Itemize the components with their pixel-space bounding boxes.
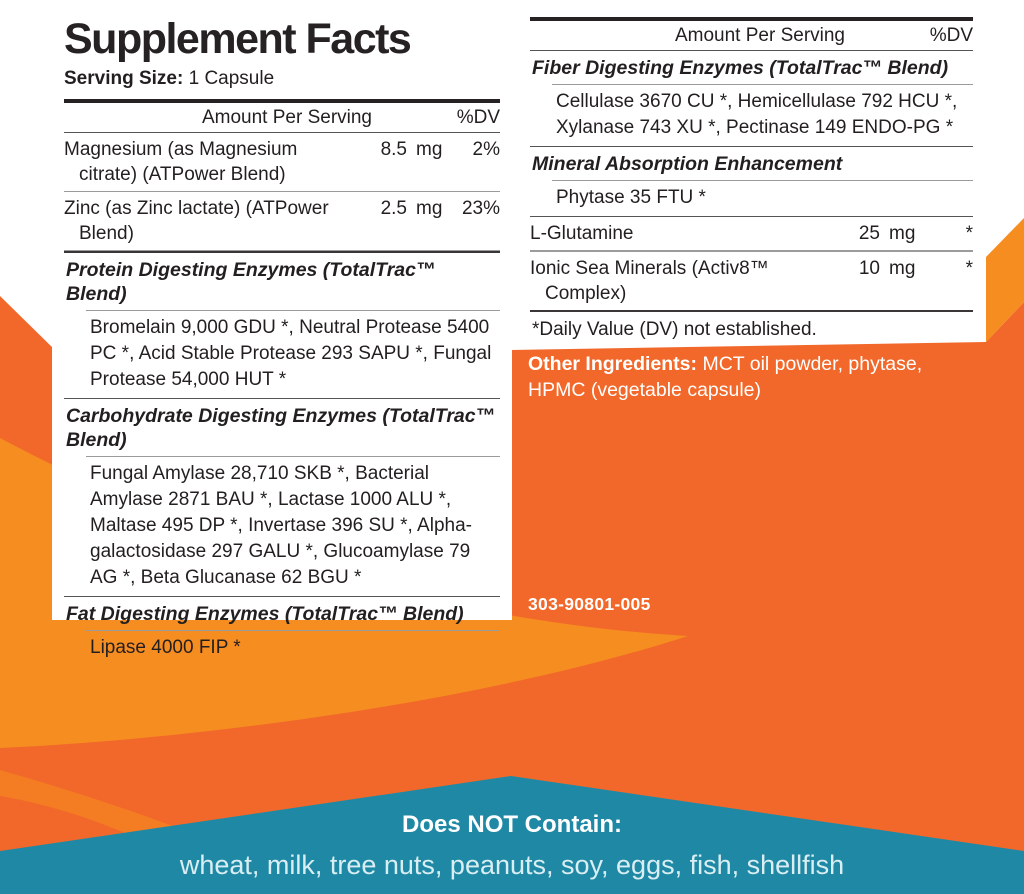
panel-title: Supplement Facts — [64, 15, 412, 63]
amount-per-serving-header: Amount Per Serving — [201, 107, 372, 129]
nutrient-dv: * — [965, 258, 973, 279]
amount-unit: mg — [889, 258, 916, 279]
other-ingredients-label: Other Ingredients: — [528, 353, 698, 375]
section-mineral-absorption: Mineral Absorption Enhancement Phytase 3… — [530, 146, 973, 216]
nutrient-name: Ionic Sea Minerals (Activ8™ Complex) — [530, 258, 769, 304]
amount-unit: mg — [889, 223, 916, 244]
section-content: Fungal Amylase 28,710 SKB *, Bacterial A… — [86, 456, 500, 596]
serving-size-label: Serving Size: — [64, 68, 184, 90]
section-fiber-enzymes: Fiber Digesting Enzymes (TotalTrac™ Blen… — [530, 51, 973, 146]
amount-value: 10 — [858, 258, 880, 279]
amount-per-serving-header: Amount Per Serving — [674, 25, 845, 46]
other-ingredients: Other Ingredients: MCT oil powder, phyta… — [528, 351, 932, 403]
serving-size-line: Serving Size: 1 Capsule — [64, 68, 500, 90]
section-content: Phytase 35 FTU * — [552, 180, 973, 216]
nutrient-amount: 25 mg — [823, 221, 919, 246]
amount-value: 25 — [858, 223, 880, 244]
section-carbohydrate-enzymes: Carbohydrate Digesting Enzymes (TotalTra… — [64, 398, 500, 596]
section-content: Lipase 4000 FIP * — [86, 630, 500, 666]
supplement-facts-panel: Supplement Facts Serving Size: 1 Capsule… — [52, 9, 512, 658]
nutrient-name: Zinc (as Zinc lactate) (ATPower Blend) — [64, 198, 329, 245]
product-code: 303-90801-005 — [528, 594, 651, 614]
section-heading: Fat Digesting Enzymes (TotalTrac™ Blend) — [66, 603, 464, 626]
nutrient-amount: 10 mg — [823, 256, 919, 306]
amount-unit: mg — [416, 198, 443, 220]
nutrient-row-ionic-sea-minerals: Ionic Sea Minerals (Activ8™ Complex) 10 m… — [530, 251, 973, 310]
nutrient-row-magnesium: Magnesium (as Magnesium citrate) (ATPowe… — [64, 133, 500, 193]
amount-value: 8.5 — [380, 139, 407, 161]
banner-allergen-list: wheat, milk, tree nuts, peanuts, soy, eg… — [179, 850, 845, 880]
nutrient-amount: 8.5 mg — [350, 137, 446, 187]
teal-band — [0, 776, 1024, 894]
section-content: Bromelain 9,000 GDU *, Neutral Protease … — [86, 310, 500, 398]
section-heading: Protein Digesting Enzymes (TotalTrac™ Bl… — [66, 259, 436, 306]
amount-value: 2.5 — [380, 198, 407, 220]
serving-size-value: 1 Capsule — [188, 68, 275, 90]
section-content: Cellulase 3670 CU *, Hemicellulase 792 H… — [552, 84, 973, 146]
column-header-row: Amount Per Serving %DV — [530, 21, 973, 51]
nutrient-dv: * — [965, 223, 973, 244]
nutrient-amount: 2.5 mg — [350, 196, 446, 246]
nutrient-row-zinc: Zinc (as Zinc lactate) (ATPower Blend) 2… — [64, 192, 500, 252]
nutrient-name: Magnesium (as Magnesium citrate) (ATPowe… — [64, 139, 298, 186]
divider-medium — [530, 310, 973, 312]
section-protein-enzymes: Protein Digesting Enzymes (TotalTrac™ Bl… — [64, 251, 500, 398]
orange-corner-swoosh — [986, 218, 1024, 342]
column-header-row: Amount Per Serving %DV — [64, 103, 500, 134]
dv-footnote: *Daily Value (DV) not established. — [532, 319, 817, 340]
dv-header: %DV — [929, 25, 973, 46]
section-heading: Carbohydrate Digesting Enzymes (TotalTra… — [66, 405, 496, 452]
divider-heavy — [530, 17, 973, 21]
does-not-contain-banner: Does NOT Contain: wheat, milk, tree nuts… — [0, 812, 1024, 894]
supplement-facts-panel-continued: Amount Per Serving %DV Fiber Digesting E… — [518, 9, 985, 341]
nutrient-dv: 2% — [472, 139, 500, 161]
divider-heavy — [64, 99, 500, 104]
section-fat-enzymes: Fat Digesting Enzymes (TotalTrac™ Blend)… — [64, 596, 500, 666]
nutrient-dv: 23% — [461, 198, 500, 220]
amount-unit: mg — [416, 139, 443, 161]
other-ingredients-text: MCT oil powder, phytase, HPMC (vegetable… — [528, 353, 923, 401]
nutrient-name: L-Glutamine — [530, 223, 634, 244]
banner-heading: Does NOT Contain: — [402, 811, 622, 838]
section-heading: Mineral Absorption Enhancement — [532, 153, 843, 175]
section-heading: Fiber Digesting Enzymes (TotalTrac™ Blen… — [532, 57, 949, 79]
dv-header: %DV — [456, 107, 500, 129]
nutrient-row-l-glutamine: L-Glutamine 25 mg * — [530, 216, 973, 251]
